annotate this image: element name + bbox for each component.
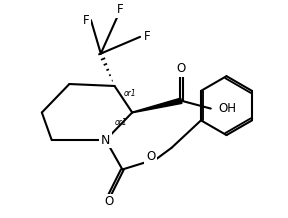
Text: F: F <box>83 14 89 27</box>
Text: F: F <box>144 30 150 43</box>
Text: OH: OH <box>219 102 237 115</box>
Text: O: O <box>104 195 113 208</box>
Text: or1: or1 <box>115 118 127 127</box>
Text: O: O <box>177 62 186 75</box>
Text: O: O <box>146 150 156 163</box>
Text: N: N <box>101 133 110 146</box>
Text: or1: or1 <box>123 89 136 98</box>
Text: F: F <box>117 3 124 16</box>
Polygon shape <box>132 98 182 113</box>
